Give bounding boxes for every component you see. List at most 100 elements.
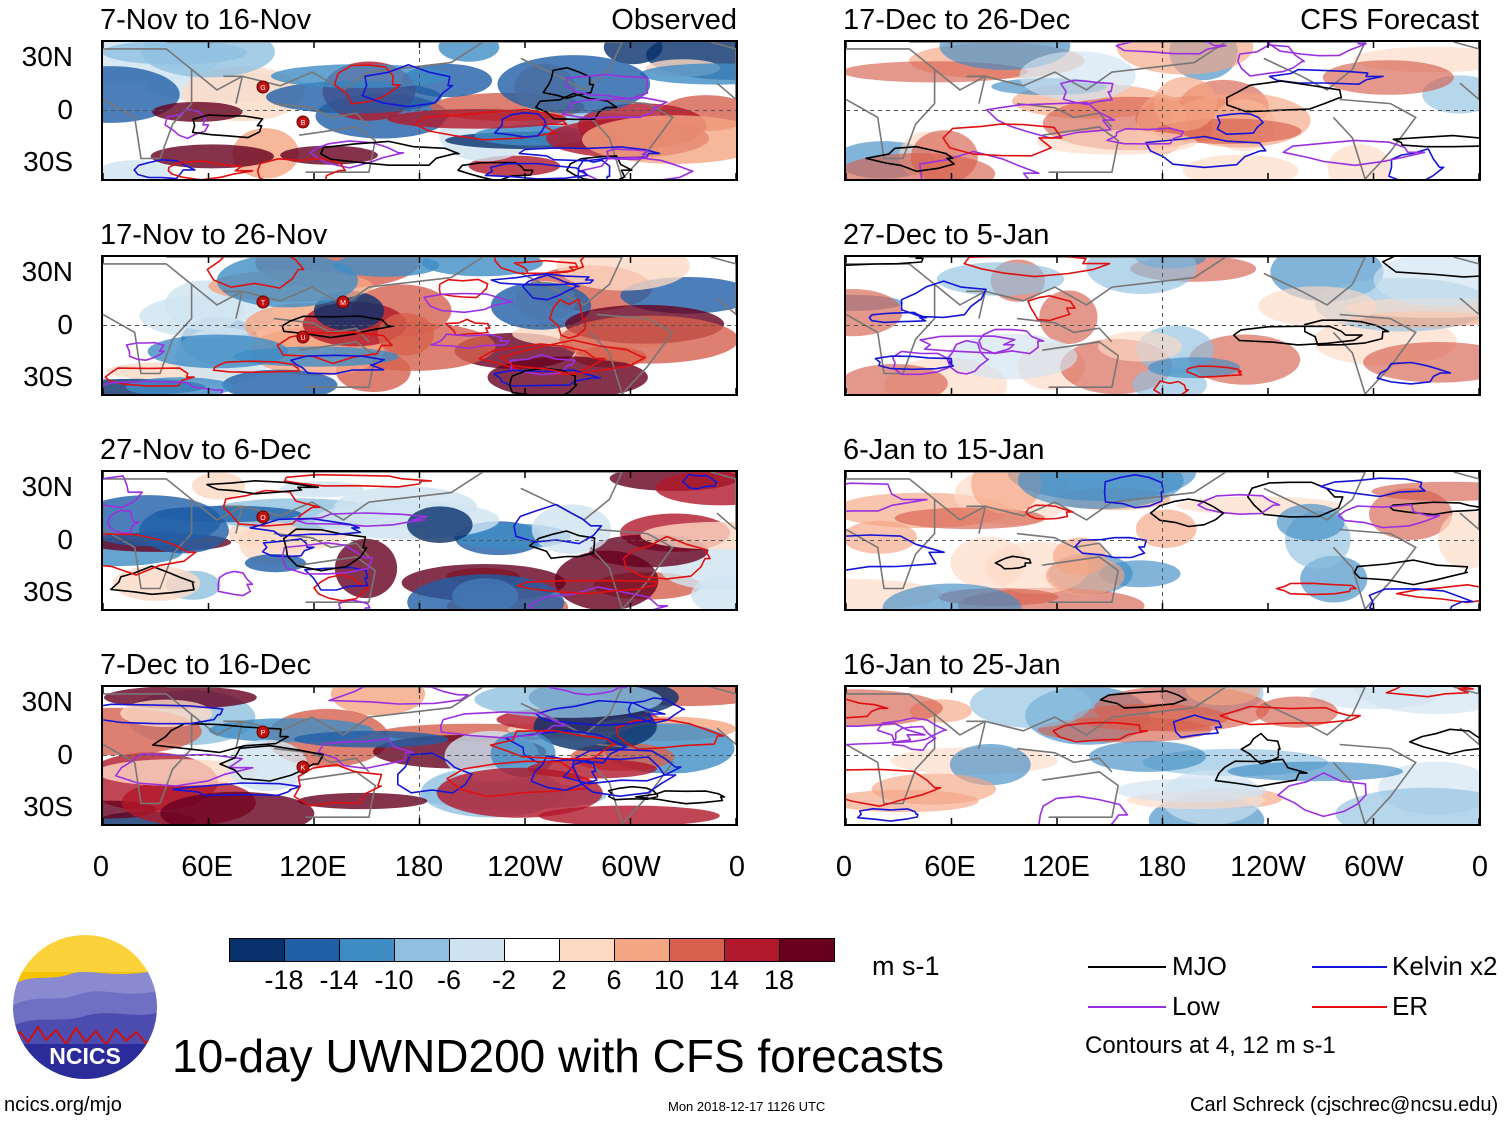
map-panel-forecast-4 xyxy=(844,685,1481,826)
contour-line xyxy=(1027,295,1076,322)
contour-line xyxy=(1268,68,1384,85)
contour-line xyxy=(1275,582,1357,596)
contour-line xyxy=(549,687,627,696)
legend-label-kelvin: Kelvin x2 xyxy=(1392,951,1498,981)
contour-line xyxy=(1282,139,1426,167)
storm-marker: U xyxy=(296,330,310,344)
contour-line xyxy=(110,565,195,596)
contour-line xyxy=(846,698,889,719)
panel-title-fc-2: 27-Dec to 5-Jan xyxy=(843,219,1050,251)
contour-line xyxy=(290,354,385,375)
coastline xyxy=(966,505,987,534)
contour-line xyxy=(681,473,718,490)
storm-marker: O xyxy=(256,510,270,524)
observed-label: Observed xyxy=(611,4,737,36)
contour-line xyxy=(1149,498,1225,528)
anomaly-shade xyxy=(1322,60,1454,95)
contour-line xyxy=(606,148,649,161)
contour-line xyxy=(1197,493,1281,515)
contour-line xyxy=(1392,134,1479,148)
colorbar-box-4 xyxy=(449,938,505,962)
svg-text:U: U xyxy=(300,335,305,342)
contour-line xyxy=(282,528,368,572)
legend-line-low xyxy=(1088,1006,1166,1008)
contour-line xyxy=(320,140,460,166)
contour-line xyxy=(1172,714,1223,739)
anomaly-shade xyxy=(1045,556,1125,595)
contour-line xyxy=(1381,257,1479,278)
contour-line xyxy=(518,146,661,162)
contour-line xyxy=(103,475,144,509)
anomaly-shade xyxy=(293,730,449,748)
contour-line xyxy=(517,579,658,595)
anomaly-shade xyxy=(139,507,229,554)
colorbar-box-0 xyxy=(229,938,285,962)
colorbar-box-10 xyxy=(779,938,835,962)
colorbar-box-7 xyxy=(614,938,670,962)
contour-line xyxy=(423,292,514,314)
contour-line xyxy=(1385,687,1474,698)
colorbar-tick-0: -18 xyxy=(264,965,304,995)
contour-line xyxy=(293,763,383,807)
contour-line xyxy=(1186,365,1243,378)
coastline xyxy=(1042,341,1120,388)
contour-line xyxy=(1240,732,1281,765)
contour-line xyxy=(561,96,668,119)
colorbar-box-1 xyxy=(284,938,340,962)
anomaly-shade xyxy=(846,689,943,727)
contour-line xyxy=(1052,721,1149,743)
anomaly-shade xyxy=(1116,42,1254,75)
contour-line xyxy=(919,335,1016,354)
colorbar-box-8 xyxy=(669,938,725,962)
panel-title-obs-1: 7-Nov to 16-Nov xyxy=(100,4,312,36)
anomaly-shade xyxy=(103,42,247,65)
coastline xyxy=(966,75,987,104)
forecast-label: CFS Forecast xyxy=(1300,4,1479,36)
lat-label-3-2: 30S xyxy=(23,791,73,822)
contour-line xyxy=(856,808,919,822)
contour-line xyxy=(151,722,289,754)
contour-line xyxy=(508,367,578,394)
anomaly-shade xyxy=(103,160,174,179)
contour-line xyxy=(333,64,402,105)
contour-line xyxy=(1267,42,1367,57)
contour-line xyxy=(338,599,371,609)
anomaly-shade xyxy=(1227,761,1404,782)
contour-line xyxy=(217,570,254,597)
contour-line xyxy=(103,380,224,394)
contour-line xyxy=(1216,112,1264,135)
anomaly-shade xyxy=(150,144,274,169)
coastline xyxy=(846,693,936,805)
contour-line xyxy=(1145,135,1267,169)
coastline xyxy=(103,693,193,805)
contour-line xyxy=(1103,474,1164,509)
contour-line xyxy=(513,259,579,275)
coastline xyxy=(966,720,987,749)
coastline xyxy=(1453,472,1479,531)
contour-line xyxy=(1319,477,1426,498)
coastline xyxy=(166,42,485,91)
contour-line xyxy=(1337,503,1440,529)
lat-label-2-2: 30S xyxy=(23,576,73,607)
contour-line xyxy=(946,339,990,375)
colorbar-units: m s-1 xyxy=(872,951,940,981)
lon-label-fc-2: 120E xyxy=(1022,851,1090,883)
coastline xyxy=(223,505,244,534)
logo-text: NCICS xyxy=(49,1043,121,1069)
footer-credit: Carl Schreck (cjschrec@ncsu.edu) xyxy=(1190,1094,1499,1116)
lon-label-fc-5: 60W xyxy=(1344,851,1404,883)
anomaly-shade xyxy=(330,687,426,716)
contour-line xyxy=(521,274,580,301)
coastline xyxy=(1453,687,1479,746)
storm-marker: G xyxy=(256,80,270,94)
contour-line xyxy=(1074,536,1147,559)
anomaly-shade xyxy=(538,805,720,824)
coastline xyxy=(846,478,936,590)
lat-label-3-0: 30N xyxy=(21,686,73,717)
storm-marker: K xyxy=(296,760,310,774)
contour-line xyxy=(1060,79,1114,106)
anomaly-shade xyxy=(160,791,315,824)
map-panel-forecast-3 xyxy=(844,470,1481,611)
contour-line xyxy=(1153,380,1190,394)
